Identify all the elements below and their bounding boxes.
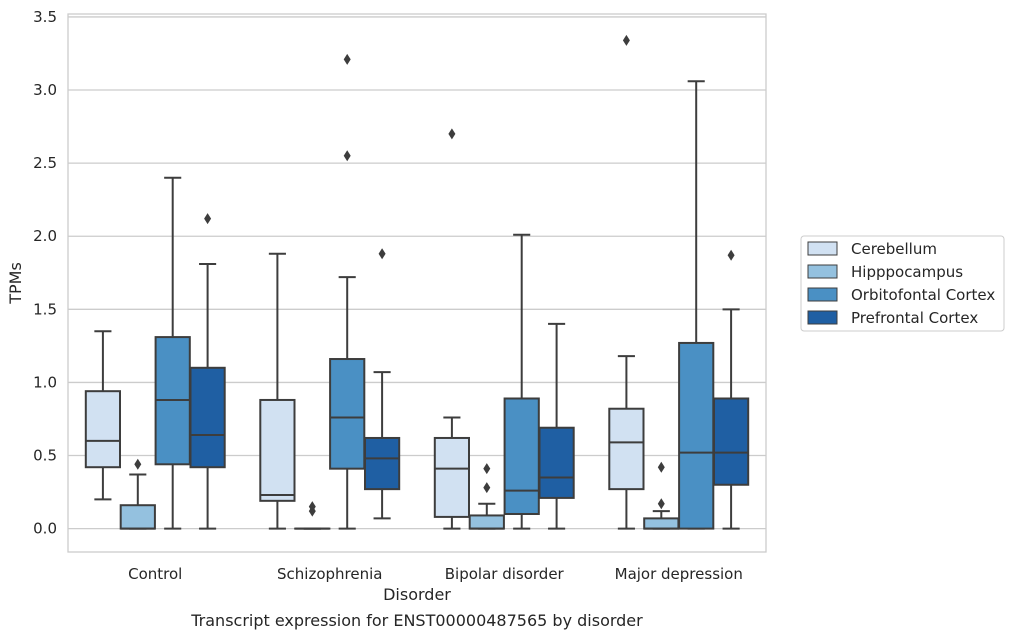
- x-tick-label: Major depression: [615, 565, 743, 583]
- box-3-1: [154, 176, 191, 530]
- legend-swatch: [807, 241, 838, 256]
- box-iqr: [84, 390, 122, 469]
- box-iqr: [468, 514, 505, 530]
- boxes: [84, 34, 750, 530]
- outlier-point: [448, 128, 456, 140]
- plot-area-frame: [67, 13, 767, 553]
- legend-label: Orbitofontal Cortex: [851, 286, 995, 304]
- x-tick-label: Bipolar disorder: [445, 565, 565, 583]
- box-iqr: [329, 358, 366, 470]
- box-4-3: [538, 322, 575, 530]
- box-iqr: [503, 397, 540, 515]
- outlier-point: [483, 482, 491, 494]
- legend: Cerebellum Hipppocampus Orbitofontal Corte…: [800, 235, 1005, 332]
- y-tick-label: 1.0: [33, 373, 57, 391]
- outlier-point: [308, 501, 316, 513]
- box-2-4: [643, 461, 680, 530]
- box-1-4: [608, 34, 645, 530]
- box-iqr: [643, 517, 680, 530]
- outlier-point: [657, 461, 665, 473]
- outlier-point: [343, 53, 351, 65]
- outlier-point: [727, 249, 735, 261]
- legend-label: Cerebellum: [851, 240, 937, 258]
- y-tick-label: 2.5: [33, 154, 57, 172]
- box-iqr: [119, 504, 156, 530]
- box-3-4: [678, 80, 715, 530]
- legend-frame: [800, 235, 1005, 332]
- figure-caption: Transcript expression for ENST0000048756…: [190, 611, 643, 630]
- box-iqr: [189, 366, 226, 469]
- box-iqr: [259, 398, 296, 502]
- box-1-1: [84, 330, 122, 501]
- outlier-point: [622, 34, 630, 46]
- box-iqr: [712, 397, 750, 486]
- legend-swatch: [807, 287, 838, 302]
- box-4-4: [712, 249, 750, 530]
- y-tick-label: 2.0: [33, 227, 57, 245]
- outlier-point: [204, 213, 212, 225]
- outlier-point: [483, 463, 491, 475]
- box-2-3: [468, 463, 505, 530]
- box-3-2: [329, 53, 366, 530]
- x-tick-label: Schizophrenia: [277, 565, 382, 583]
- y-tick-label: 0.0: [33, 520, 57, 538]
- box-iqr: [363, 436, 401, 491]
- box-iqr: [678, 341, 715, 530]
- x-axis-title: Disorder: [383, 585, 451, 604]
- x-tick-label: Control: [128, 565, 182, 583]
- y-tick-label: 3.0: [33, 81, 57, 99]
- y-tick-labels: 0.0 0.5 1.0 1.5 2.0 2.5 3.0 3.5: [33, 8, 57, 538]
- legend-label: Prefrontal Cortex: [851, 309, 978, 327]
- box-3-3: [503, 233, 540, 530]
- box-4-2: [363, 248, 401, 520]
- legend-label: Hipppocampus: [851, 263, 963, 281]
- legend-swatch: [807, 310, 838, 325]
- y-tick-label: 0.5: [33, 447, 57, 465]
- box-iqr: [608, 407, 645, 491]
- box-iqr: [538, 426, 575, 499]
- box-2-1: [119, 458, 156, 530]
- box-4-1: [189, 213, 226, 530]
- box-2-2: [294, 501, 331, 530]
- outlier-point: [378, 248, 386, 260]
- y-tick-label: 1.5: [33, 300, 57, 318]
- outlier-point: [134, 458, 142, 470]
- y-tick-label: 3.5: [33, 8, 57, 26]
- box-1-2: [259, 252, 296, 530]
- outlier-point: [343, 150, 351, 162]
- box-1-3: [433, 128, 471, 530]
- outlier-point: [657, 498, 665, 510]
- box-iqr: [433, 436, 471, 518]
- x-tick-labels: Control Schizophrenia Bipolar disorder Majo…: [128, 565, 743, 583]
- y-axis-title: TPMs: [6, 262, 25, 305]
- legend-swatch: [807, 264, 838, 279]
